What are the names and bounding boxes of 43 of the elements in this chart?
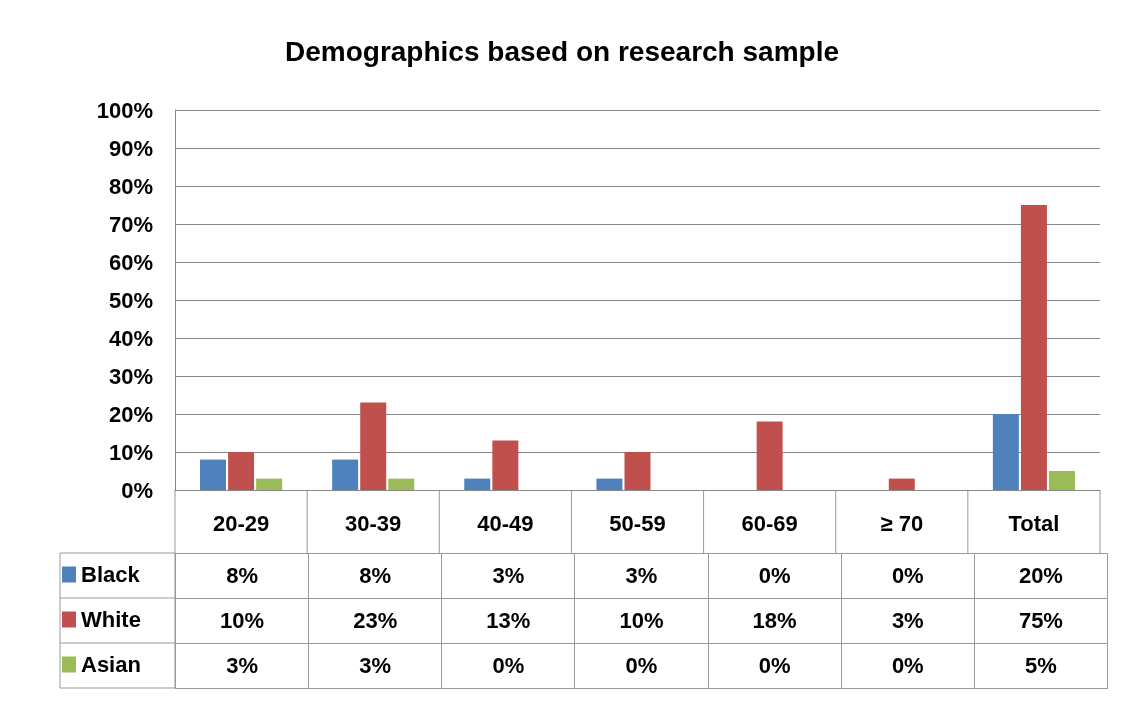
data-label: 0% xyxy=(708,553,842,599)
data-label: 0% xyxy=(574,643,709,689)
data-label: 10% xyxy=(574,598,709,644)
x-tick-label: 40-49 xyxy=(477,510,534,536)
y-tick-label: 60% xyxy=(108,249,153,275)
legend-label: Asian xyxy=(81,652,141,677)
x-tick-label: Total xyxy=(1008,510,1060,536)
data-label: 0% xyxy=(841,553,975,599)
x-tick-label: 30-39 xyxy=(345,510,402,536)
data-label: 3% xyxy=(175,643,309,689)
data-label: 75% xyxy=(974,598,1108,644)
x-tick-label: 50-59 xyxy=(609,510,666,536)
legend-label: White xyxy=(81,607,141,632)
x-tick-label: 20-29 xyxy=(212,510,270,536)
legend-label: Black xyxy=(81,562,141,587)
data-label: 5% xyxy=(974,643,1108,689)
data-label: 0% xyxy=(708,643,842,689)
data-label: 20% xyxy=(974,553,1108,599)
data-label: 3% xyxy=(308,643,442,689)
data-label: 0% xyxy=(841,643,975,689)
data-label: 3% xyxy=(441,553,575,599)
data-label: 3% xyxy=(574,553,709,599)
y-tick-label: 70% xyxy=(108,211,153,237)
y-tick-label: 90% xyxy=(108,135,153,161)
data-label: 8% xyxy=(175,553,309,599)
data-label: 0% xyxy=(441,643,575,689)
data-label: 3% xyxy=(841,598,975,644)
data-label: 8% xyxy=(308,553,442,599)
y-tick-label: 20% xyxy=(108,401,153,427)
y-tick-label: 40% xyxy=(108,325,153,351)
y-tick-label: 10% xyxy=(108,439,153,465)
data-label: 13% xyxy=(441,598,575,644)
data-label: 23% xyxy=(308,598,442,644)
x-tick-label: 60-69 xyxy=(741,510,798,536)
chart-title: Demographics based on research sample xyxy=(285,35,839,67)
y-tick-label: 100% xyxy=(96,97,153,123)
data-label: 18% xyxy=(708,598,842,644)
x-tick-label: ≥ 70 xyxy=(880,510,924,536)
data-label: 10% xyxy=(175,598,309,644)
y-tick-label: 80% xyxy=(108,173,153,199)
y-tick-label: 30% xyxy=(108,363,153,389)
y-tick-label: 0% xyxy=(121,477,153,503)
y-tick-label: 50% xyxy=(108,287,153,313)
